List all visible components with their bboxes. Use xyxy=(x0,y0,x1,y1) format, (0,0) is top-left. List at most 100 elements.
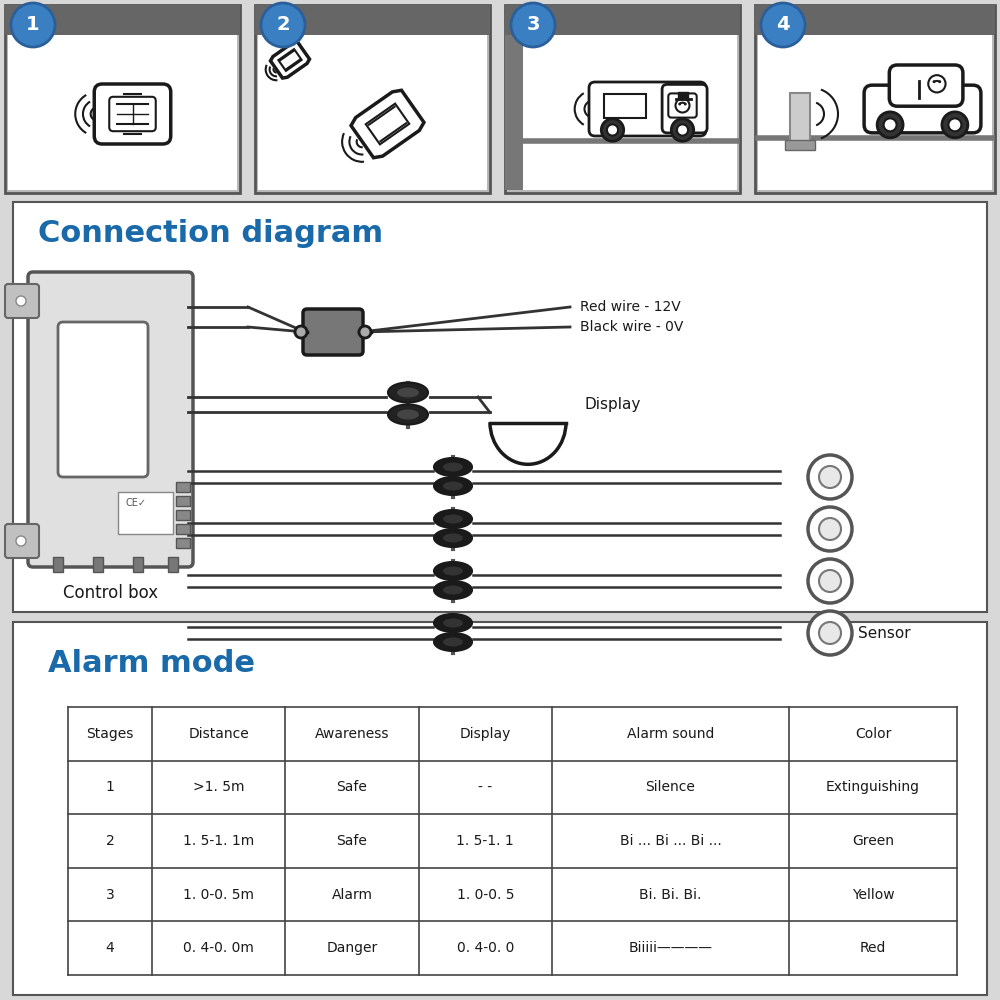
Text: CE✓: CE✓ xyxy=(126,498,147,508)
FancyBboxPatch shape xyxy=(755,5,995,193)
Text: Distance: Distance xyxy=(188,727,249,741)
Text: Black wire - 0V: Black wire - 0V xyxy=(580,320,683,334)
Text: Alarm mode: Alarm mode xyxy=(48,650,255,678)
FancyBboxPatch shape xyxy=(5,5,240,193)
Circle shape xyxy=(942,112,968,138)
FancyBboxPatch shape xyxy=(13,622,987,995)
Text: 0. 4-0. 0m: 0. 4-0. 0m xyxy=(183,941,254,955)
Circle shape xyxy=(884,118,897,131)
Ellipse shape xyxy=(434,458,472,476)
Text: 1. 5-1. 1: 1. 5-1. 1 xyxy=(456,834,514,848)
Polygon shape xyxy=(366,104,409,144)
Ellipse shape xyxy=(443,585,463,594)
Text: 0. 4-0. 0: 0. 4-0. 0 xyxy=(457,941,514,955)
FancyBboxPatch shape xyxy=(255,5,490,193)
FancyBboxPatch shape xyxy=(589,82,706,136)
Circle shape xyxy=(295,326,307,338)
FancyBboxPatch shape xyxy=(53,557,63,572)
FancyBboxPatch shape xyxy=(5,284,39,318)
Polygon shape xyxy=(270,42,310,78)
Text: Color: Color xyxy=(855,727,891,741)
Circle shape xyxy=(819,622,841,644)
Text: Awareness: Awareness xyxy=(315,727,389,741)
Circle shape xyxy=(933,80,935,83)
FancyBboxPatch shape xyxy=(176,538,190,548)
FancyBboxPatch shape xyxy=(303,309,363,355)
Ellipse shape xyxy=(434,614,472,632)
Circle shape xyxy=(948,118,961,131)
Circle shape xyxy=(928,75,946,92)
Ellipse shape xyxy=(434,633,472,651)
Ellipse shape xyxy=(443,618,463,628)
Text: Green: Green xyxy=(852,834,894,848)
Text: Danger: Danger xyxy=(326,941,378,955)
Text: Display: Display xyxy=(584,397,640,412)
FancyBboxPatch shape xyxy=(13,202,987,612)
Circle shape xyxy=(819,518,841,540)
Text: Control box: Control box xyxy=(63,584,158,602)
FancyBboxPatch shape xyxy=(889,65,963,106)
FancyBboxPatch shape xyxy=(790,93,810,145)
Text: Yellow: Yellow xyxy=(852,888,894,902)
Ellipse shape xyxy=(397,387,419,397)
FancyBboxPatch shape xyxy=(5,5,240,35)
Text: 4: 4 xyxy=(106,941,114,955)
Circle shape xyxy=(11,3,55,47)
FancyBboxPatch shape xyxy=(5,524,39,558)
Text: 4: 4 xyxy=(776,15,790,34)
Circle shape xyxy=(819,466,841,488)
Ellipse shape xyxy=(443,638,463,647)
Text: Biiiii————: Biiiii———— xyxy=(629,941,713,955)
Circle shape xyxy=(808,507,852,551)
Ellipse shape xyxy=(388,404,428,424)
Text: Bi. Bi. Bi.: Bi. Bi. Bi. xyxy=(639,888,702,902)
FancyBboxPatch shape xyxy=(176,482,190,492)
FancyBboxPatch shape xyxy=(678,92,688,99)
Text: 1. 5-1. 1m: 1. 5-1. 1m xyxy=(183,834,254,848)
FancyBboxPatch shape xyxy=(93,557,103,572)
Text: Safe: Safe xyxy=(337,780,367,794)
Ellipse shape xyxy=(443,462,463,472)
Circle shape xyxy=(511,3,555,47)
FancyBboxPatch shape xyxy=(755,5,995,35)
FancyBboxPatch shape xyxy=(94,84,171,144)
FancyBboxPatch shape xyxy=(758,35,992,190)
Text: 1. 0-0. 5m: 1. 0-0. 5m xyxy=(183,888,254,902)
Circle shape xyxy=(359,326,371,338)
Text: 3: 3 xyxy=(526,15,540,34)
Ellipse shape xyxy=(443,534,463,542)
Ellipse shape xyxy=(434,562,472,580)
Text: Alarm sound: Alarm sound xyxy=(627,727,714,741)
Text: Extinguishing: Extinguishing xyxy=(826,780,920,794)
FancyBboxPatch shape xyxy=(8,35,237,190)
FancyBboxPatch shape xyxy=(168,557,178,572)
Text: 2: 2 xyxy=(276,15,290,34)
Text: Safe: Safe xyxy=(337,834,367,848)
FancyBboxPatch shape xyxy=(176,524,190,534)
Circle shape xyxy=(16,296,26,306)
FancyBboxPatch shape xyxy=(505,35,523,190)
FancyBboxPatch shape xyxy=(255,5,490,35)
Text: 1. 0-0. 5: 1. 0-0. 5 xyxy=(457,888,514,902)
FancyBboxPatch shape xyxy=(176,510,190,520)
Polygon shape xyxy=(351,90,424,158)
Circle shape xyxy=(671,119,694,141)
Circle shape xyxy=(261,3,305,47)
Circle shape xyxy=(808,559,852,603)
Circle shape xyxy=(761,3,805,47)
Text: Silence: Silence xyxy=(646,780,695,794)
Ellipse shape xyxy=(443,482,463,490)
Circle shape xyxy=(16,536,26,546)
Ellipse shape xyxy=(434,510,472,528)
Ellipse shape xyxy=(434,477,472,495)
FancyBboxPatch shape xyxy=(505,5,740,35)
Circle shape xyxy=(938,80,941,83)
FancyBboxPatch shape xyxy=(864,85,981,133)
Polygon shape xyxy=(278,49,302,71)
FancyBboxPatch shape xyxy=(604,94,646,118)
FancyBboxPatch shape xyxy=(258,35,487,190)
Text: Alarm: Alarm xyxy=(331,888,372,902)
Circle shape xyxy=(676,99,690,112)
FancyBboxPatch shape xyxy=(662,84,707,133)
Ellipse shape xyxy=(443,566,463,576)
